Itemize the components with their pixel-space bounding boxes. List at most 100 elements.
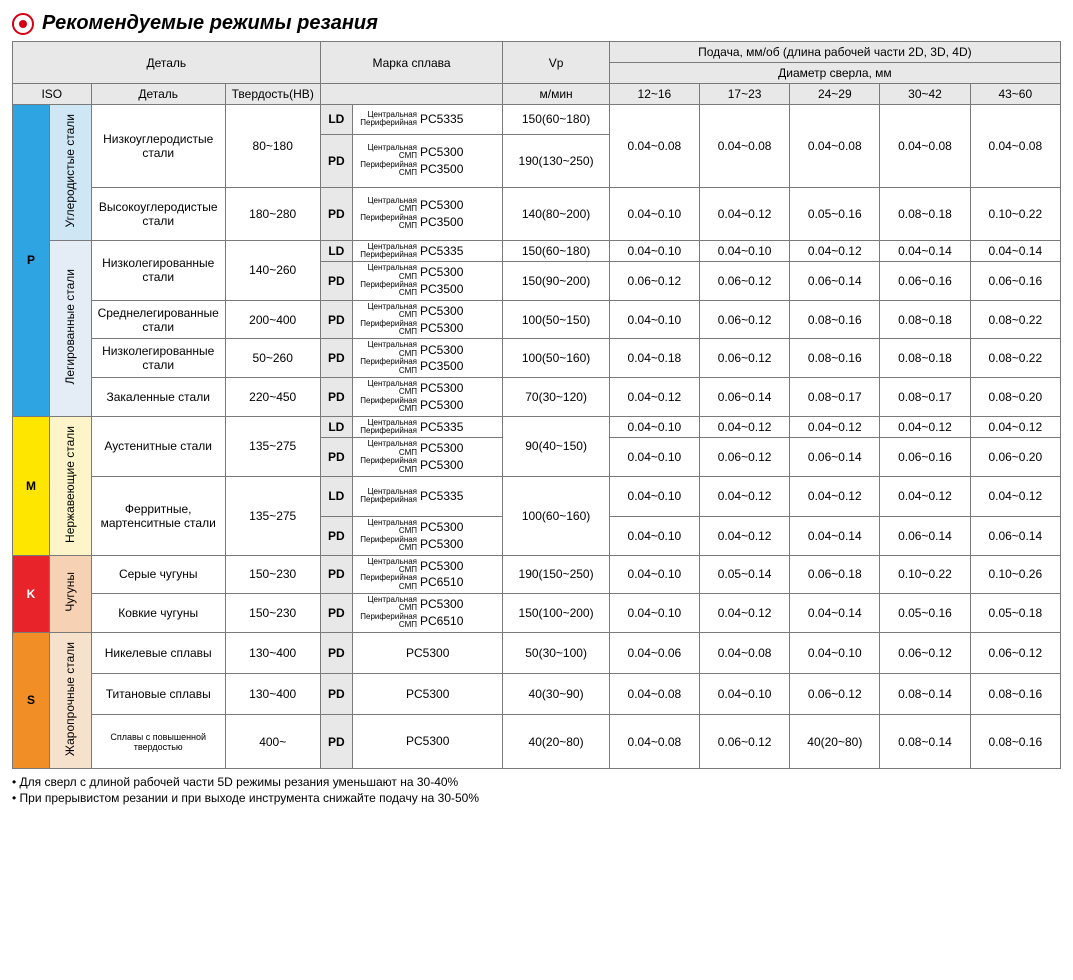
table-body: PУглеродистые сталиНизкоуглеродистые ста… [13, 105, 1061, 769]
feed-cell: 0.04~0.14 [970, 240, 1060, 262]
feed-cell: 0.04~0.12 [880, 416, 970, 438]
feed-cell: 0.10~0.22 [970, 187, 1060, 240]
vp-cell: 40(30~90) [503, 674, 609, 715]
feed-cell: 0.08~0.18 [880, 300, 970, 339]
detail-name: Низколегированные стали [91, 339, 225, 378]
feed-cell: 0.08~0.16 [790, 300, 880, 339]
th-iso: ISO [13, 84, 92, 105]
subgroup: Жаропрочные стали [50, 632, 92, 768]
feed-cell: 0.04~0.14 [790, 516, 880, 555]
hardness: 135~275 [225, 476, 320, 555]
feed-cell: 0.04~0.14 [880, 240, 970, 262]
feed-cell: 0.04~0.12 [699, 516, 789, 555]
note-0: • Для сверл с длиной рабочей части 5D ре… [12, 775, 1061, 789]
alloy-cell: PC5300 [353, 715, 503, 768]
feed-cell: 0.04~0.08 [609, 105, 699, 188]
table-row: Низколегированные стали50~260PDЦентральн… [13, 339, 1061, 378]
feed-cell: 0.04~0.08 [699, 105, 789, 188]
vp-cell: 140(80~200) [503, 187, 609, 240]
alloy-cell: Центральная ПериферийнаяPC5335 [353, 105, 503, 135]
alloy-cell: Центральная СМПPC5300Периферийная СМПPC5… [353, 516, 503, 555]
feed-cell: 0.06~0.16 [970, 262, 1060, 301]
feed-cell: 0.08~0.22 [970, 300, 1060, 339]
feed-cell: 0.04~0.10 [609, 594, 699, 633]
vp-cell: 150(60~180) [503, 105, 609, 135]
detail-name: Сплавы с повышенной твердостью [91, 715, 225, 768]
feed-cell: 0.06~0.12 [970, 632, 1060, 673]
th-alloy: Марка сплава [320, 42, 503, 84]
feed-cell: 0.04~0.10 [609, 240, 699, 262]
vp-cell: 50(30~100) [503, 632, 609, 673]
vp-cell: 190(130~250) [503, 134, 609, 187]
feed-cell: 0.04~0.10 [609, 300, 699, 339]
feed-cell: 0.04~0.12 [699, 187, 789, 240]
alloy-cell: Центральная ПериферийнаяPC5335 [353, 476, 503, 516]
feed-cell: 0.06~0.16 [880, 438, 970, 477]
ldpd-tag: PD [320, 134, 352, 187]
table-row: Среднелегированные стали200~400PDЦентрал… [13, 300, 1061, 339]
title-row: Рекомендуемые режимы резания [12, 12, 1061, 35]
feed-cell: 0.04~0.08 [880, 105, 970, 188]
feed-cell: 0.06~0.12 [699, 300, 789, 339]
ldpd-tag: LD [320, 105, 352, 135]
detail-name: Низколегированные стали [91, 240, 225, 300]
alloy-cell: Центральная СМПPC5300Периферийная СМПPC5… [353, 378, 503, 417]
detail-name: Серые чугуны [91, 555, 225, 594]
hardness: 400~ [225, 715, 320, 768]
note-1: • При прерывистом резании и при выходе и… [12, 791, 1061, 805]
alloy-cell: Центральная ПериферийнаяPC5335 [353, 416, 503, 438]
alloy-cell: Центральная СМПPC5300Периферийная СМПPC3… [353, 134, 503, 187]
feed-cell: 0.04~0.10 [790, 632, 880, 673]
table-row: KЧугуныСерые чугуны150~230PDЦентральная … [13, 555, 1061, 594]
feed-cell: 0.06~0.18 [790, 555, 880, 594]
iso-code: P [13, 105, 50, 417]
feed-cell: 0.06~0.14 [880, 516, 970, 555]
table-row: Ковкие чугуны150~230PDЦентральная СМПPC5… [13, 594, 1061, 633]
hardness: 130~400 [225, 674, 320, 715]
ldpd-tag: PD [320, 339, 352, 378]
hardness: 150~230 [225, 594, 320, 633]
table-head: Деталь Марка сплава Vp Подача, мм/об (дл… [13, 42, 1061, 105]
th-dia-2: 24~29 [790, 84, 880, 105]
th-hardness: Твердость(HB) [225, 84, 320, 105]
feed-cell: 0.04~0.10 [699, 240, 789, 262]
ldpd-tag: LD [320, 476, 352, 516]
feed-cell: 0.04~0.12 [970, 416, 1060, 438]
th-vp: Vp [503, 42, 609, 84]
feed-cell: 0.10~0.26 [970, 555, 1060, 594]
ldpd-tag: LD [320, 416, 352, 438]
feed-cell: 0.04~0.12 [790, 240, 880, 262]
table-row: Титановые сплавы130~400PDPC530040(30~90)… [13, 674, 1061, 715]
feed-cell: 0.08~0.14 [880, 674, 970, 715]
feed-cell: 0.04~0.10 [699, 674, 789, 715]
feed-cell: 0.05~0.14 [699, 555, 789, 594]
hardness: 130~400 [225, 632, 320, 673]
detail-name: Ковкие чугуны [91, 594, 225, 633]
th-detail: Деталь [13, 42, 321, 84]
feed-cell: 0.06~0.20 [970, 438, 1060, 477]
th-dia-4: 43~60 [970, 84, 1060, 105]
feed-cell: 0.06~0.12 [880, 632, 970, 673]
feed-cell: 0.04~0.10 [609, 416, 699, 438]
ldpd-tag: PD [320, 262, 352, 301]
feed-cell: 0.06~0.12 [699, 262, 789, 301]
vp-cell: 70(30~120) [503, 378, 609, 417]
notes: • Для сверл с длиной рабочей части 5D ре… [12, 775, 1061, 805]
hardness: 200~400 [225, 300, 320, 339]
feed-cell: 0.04~0.08 [609, 674, 699, 715]
bullseye-icon [12, 13, 34, 35]
table-row: Сплавы с повышенной твердостью400~PDPC53… [13, 715, 1061, 768]
hardness: 135~275 [225, 416, 320, 476]
subgroup: Нержавеющие стали [50, 416, 92, 555]
subgroup: Чугуны [50, 555, 92, 632]
feed-cell: 0.08~0.18 [880, 187, 970, 240]
alloy-cell: PC5300 [353, 632, 503, 673]
th-drill-dia: Диаметр сверла, мм [609, 63, 1060, 84]
vp-cell: 150(90~200) [503, 262, 609, 301]
feed-cell: 0.08~0.18 [880, 339, 970, 378]
hardness: 220~450 [225, 378, 320, 417]
iso-code: S [13, 632, 50, 768]
ldpd-tag: PD [320, 378, 352, 417]
feed-cell: 0.04~0.10 [609, 438, 699, 477]
table-row: MНержавеющие сталиАустенитные стали135~2… [13, 416, 1061, 438]
